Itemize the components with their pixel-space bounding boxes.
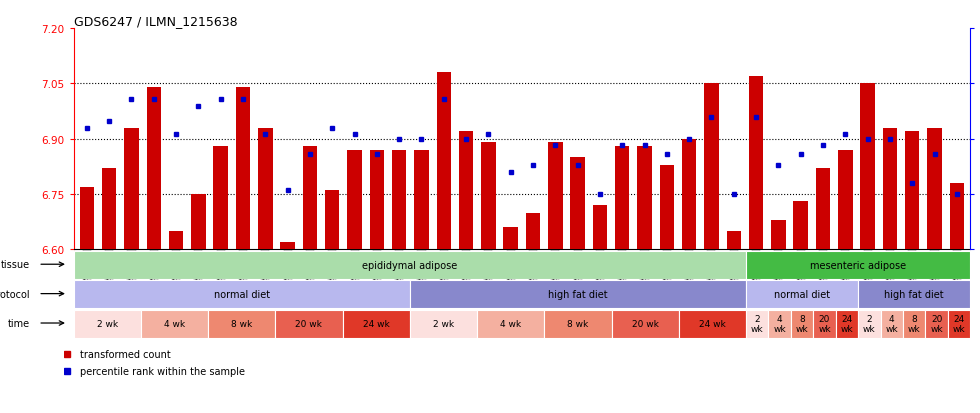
Bar: [860, 84, 875, 250]
Text: 2 wk: 2 wk: [97, 319, 118, 328]
Bar: [815, 169, 830, 250]
Text: 4 wk: 4 wk: [500, 319, 521, 328]
Bar: [838, 150, 853, 250]
Bar: [459, 132, 473, 250]
Bar: [79, 187, 94, 250]
Bar: [544, 310, 612, 338]
Bar: [275, 310, 343, 338]
Text: 24 wk: 24 wk: [699, 319, 726, 328]
Bar: [280, 242, 295, 250]
Text: 4 wk: 4 wk: [164, 319, 185, 328]
Text: time: time: [8, 318, 29, 328]
Text: normal diet: normal diet: [214, 290, 270, 299]
Bar: [303, 147, 318, 250]
Bar: [504, 228, 518, 250]
Bar: [141, 310, 208, 338]
Bar: [858, 310, 881, 338]
Text: 2 wk: 2 wk: [433, 319, 454, 328]
Bar: [477, 310, 544, 338]
Bar: [74, 251, 746, 279]
Bar: [836, 310, 858, 338]
Bar: [925, 310, 948, 338]
Bar: [124, 128, 139, 250]
Bar: [794, 202, 808, 250]
Bar: [436, 73, 451, 250]
Bar: [612, 310, 679, 338]
Bar: [236, 88, 250, 250]
Bar: [410, 310, 477, 338]
Bar: [948, 310, 970, 338]
Bar: [858, 280, 970, 309]
Bar: [147, 88, 161, 250]
Text: 8 wk: 8 wk: [567, 319, 589, 328]
Text: 20 wk: 20 wk: [632, 319, 659, 328]
Bar: [214, 147, 228, 250]
Text: 20 wk: 20 wk: [295, 319, 322, 328]
Bar: [410, 280, 746, 309]
Bar: [905, 132, 919, 250]
Bar: [74, 280, 410, 309]
Text: mesenteric adipose: mesenteric adipose: [810, 260, 906, 270]
Text: 8 wk: 8 wk: [231, 319, 252, 328]
Bar: [191, 195, 206, 250]
Bar: [637, 147, 652, 250]
Text: protocol: protocol: [0, 289, 29, 299]
Bar: [768, 310, 791, 338]
Text: tissue: tissue: [1, 260, 29, 270]
Bar: [208, 310, 275, 338]
Bar: [679, 310, 746, 338]
Bar: [749, 77, 763, 250]
Bar: [903, 310, 925, 338]
Text: 8
wk: 8 wk: [796, 314, 808, 333]
Bar: [771, 221, 786, 250]
Text: GDS6247 / ILMN_1215638: GDS6247 / ILMN_1215638: [74, 15, 237, 28]
Text: 4
wk: 4 wk: [885, 314, 898, 333]
Text: 24 wk: 24 wk: [363, 319, 389, 328]
Bar: [705, 84, 718, 250]
Text: 2
wk: 2 wk: [863, 314, 876, 333]
Bar: [258, 128, 272, 250]
Bar: [74, 310, 141, 338]
Bar: [682, 140, 697, 250]
Bar: [726, 231, 741, 250]
Bar: [660, 165, 674, 250]
Text: 4
wk: 4 wk: [773, 314, 786, 333]
Text: 2
wk: 2 wk: [751, 314, 763, 333]
Text: 20
wk: 20 wk: [818, 314, 831, 333]
Bar: [325, 191, 339, 250]
Bar: [525, 213, 540, 250]
Bar: [883, 128, 897, 250]
Text: high fat diet: high fat diet: [548, 290, 608, 299]
Text: normal diet: normal diet: [774, 290, 830, 299]
Bar: [169, 231, 183, 250]
Bar: [481, 143, 496, 250]
Bar: [570, 158, 585, 250]
Bar: [343, 310, 410, 338]
Bar: [615, 147, 629, 250]
Text: 8
wk: 8 wk: [907, 314, 920, 333]
Bar: [415, 150, 428, 250]
Bar: [813, 310, 836, 338]
Text: 24
wk: 24 wk: [953, 314, 965, 333]
Text: 20
wk: 20 wk: [930, 314, 943, 333]
Bar: [369, 150, 384, 250]
Bar: [746, 280, 858, 309]
Bar: [548, 143, 563, 250]
Bar: [746, 310, 768, 338]
Bar: [927, 128, 942, 250]
Text: transformed count: transformed count: [80, 349, 172, 359]
Bar: [950, 184, 964, 250]
Bar: [791, 310, 813, 338]
Bar: [102, 169, 117, 250]
Bar: [392, 150, 407, 250]
Bar: [593, 206, 608, 250]
Bar: [746, 251, 970, 279]
Text: epididymal adipose: epididymal adipose: [363, 260, 458, 270]
Text: percentile rank within the sample: percentile rank within the sample: [80, 367, 245, 377]
Bar: [347, 150, 362, 250]
Text: high fat diet: high fat diet: [884, 290, 944, 299]
Bar: [881, 310, 903, 338]
Text: 24
wk: 24 wk: [841, 314, 854, 333]
